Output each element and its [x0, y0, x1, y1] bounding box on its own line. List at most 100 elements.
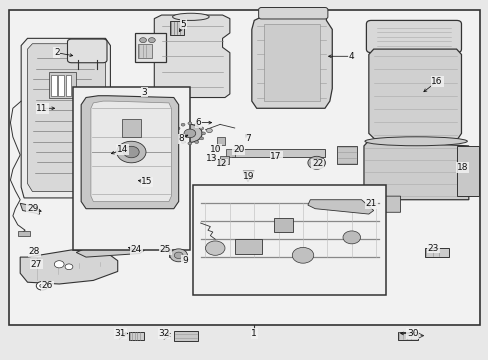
Text: 5: 5 — [180, 19, 186, 28]
Circle shape — [174, 252, 183, 258]
Polygon shape — [20, 203, 40, 214]
Text: 16: 16 — [430, 77, 442, 86]
Text: 25: 25 — [160, 246, 171, 255]
Polygon shape — [251, 17, 331, 108]
Bar — [18, 231, 30, 235]
Bar — [273, 218, 293, 232]
Bar — [193, 185, 385, 295]
Text: 21: 21 — [365, 199, 376, 208]
Circle shape — [117, 141, 146, 163]
Bar — [51, 75, 57, 96]
Text: 11: 11 — [36, 104, 48, 113]
Text: 4: 4 — [348, 52, 354, 61]
Circle shape — [123, 146, 139, 158]
Text: 17: 17 — [270, 152, 282, 161]
Polygon shape — [154, 15, 229, 98]
Circle shape — [205, 241, 224, 255]
Text: 3: 3 — [142, 87, 147, 96]
Bar — [49, 72, 76, 98]
Text: 19: 19 — [242, 172, 254, 181]
Circle shape — [169, 249, 187, 262]
Circle shape — [200, 127, 203, 130]
Text: 30: 30 — [406, 329, 418, 338]
Bar — [58, 75, 64, 96]
Circle shape — [194, 141, 198, 144]
Text: 1: 1 — [251, 329, 257, 338]
Bar — [216, 137, 225, 145]
Polygon shape — [243, 171, 254, 182]
Text: 14: 14 — [117, 145, 128, 154]
Polygon shape — [20, 250, 118, 284]
Bar — [232, 149, 325, 157]
Text: 29: 29 — [27, 204, 39, 213]
Circle shape — [177, 125, 202, 142]
Polygon shape — [27, 44, 105, 192]
Text: 10: 10 — [209, 145, 221, 154]
Text: 2: 2 — [54, 48, 60, 57]
Text: 15: 15 — [141, 177, 152, 186]
Circle shape — [206, 129, 212, 133]
Circle shape — [187, 142, 191, 145]
Polygon shape — [21, 39, 110, 198]
Text: 18: 18 — [456, 163, 467, 172]
Bar — [220, 156, 228, 164]
Polygon shape — [103, 137, 114, 176]
Ellipse shape — [364, 137, 467, 146]
Polygon shape — [336, 146, 356, 164]
Circle shape — [54, 261, 64, 268]
Text: 6: 6 — [195, 118, 201, 127]
Bar — [138, 44, 152, 58]
FancyBboxPatch shape — [366, 21, 461, 53]
Text: 13: 13 — [205, 154, 217, 163]
Bar — [424, 248, 448, 257]
Circle shape — [200, 137, 203, 140]
Circle shape — [40, 284, 44, 288]
Text: 20: 20 — [232, 145, 244, 154]
FancyBboxPatch shape — [67, 39, 107, 63]
Circle shape — [65, 264, 73, 270]
Circle shape — [187, 122, 191, 125]
Text: 27: 27 — [31, 260, 42, 269]
Bar — [9, 10, 479, 325]
Text: 7: 7 — [245, 134, 251, 143]
Polygon shape — [363, 196, 400, 212]
Circle shape — [181, 141, 184, 144]
Bar — [264, 24, 320, 101]
Bar — [225, 149, 234, 157]
Text: 23: 23 — [427, 244, 438, 253]
Text: 28: 28 — [29, 247, 40, 256]
Bar — [135, 33, 166, 62]
Polygon shape — [91, 101, 171, 202]
Polygon shape — [76, 241, 149, 257]
Text: 8: 8 — [178, 134, 183, 143]
Circle shape — [201, 132, 205, 135]
FancyBboxPatch shape — [258, 8, 327, 19]
Circle shape — [183, 129, 195, 138]
Circle shape — [174, 132, 178, 135]
Text: 26: 26 — [42, 281, 53, 290]
Circle shape — [307, 156, 325, 169]
Bar — [169, 21, 183, 35]
Bar — [122, 119, 141, 137]
Bar — [65, 75, 71, 96]
Bar — [173, 331, 198, 341]
Circle shape — [176, 137, 180, 140]
Polygon shape — [363, 140, 468, 200]
Text: 9: 9 — [182, 256, 187, 265]
Bar — [129, 332, 143, 339]
Circle shape — [342, 231, 360, 244]
Circle shape — [181, 123, 184, 126]
Polygon shape — [112, 130, 122, 169]
Text: 22: 22 — [311, 159, 323, 168]
Circle shape — [148, 38, 155, 42]
Polygon shape — [307, 200, 373, 214]
Ellipse shape — [172, 13, 209, 21]
Text: 24: 24 — [130, 246, 142, 255]
Text: 32: 32 — [158, 329, 169, 338]
Circle shape — [194, 123, 198, 126]
Polygon shape — [368, 49, 461, 140]
Circle shape — [140, 38, 146, 42]
Text: 31: 31 — [114, 329, 125, 338]
Bar — [234, 239, 261, 253]
Circle shape — [176, 127, 180, 130]
